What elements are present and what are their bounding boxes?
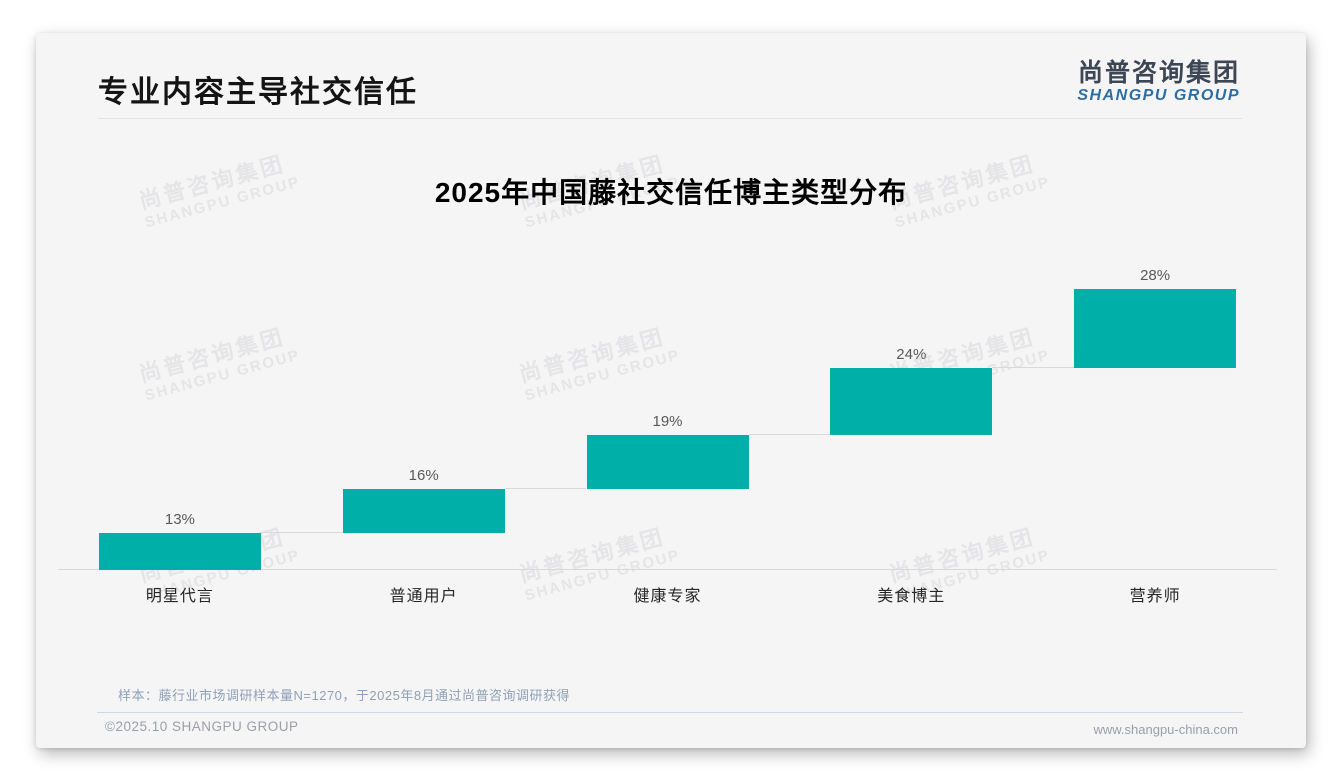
bar-value-label: 16% <box>408 466 439 484</box>
connector-line <box>260 532 343 534</box>
footer-divider <box>97 712 1243 713</box>
bar-value-label: 13% <box>164 511 195 529</box>
chart-title: 2025年中国藤社交信任博主类型分布 <box>434 177 908 208</box>
logo-english-text: SHANGPU GROUP <box>1077 87 1240 104</box>
bar-value-label: 19% <box>652 413 683 431</box>
connector-line <box>504 487 587 489</box>
waterfall-chart: 13% 明星代言 16% 普通用户 19% 健康专家 24% 美食博主 28% 营养师 <box>58 267 1277 605</box>
waterfall-bar-美食博主 <box>830 367 993 436</box>
waterfall-bar-营养师 <box>1074 289 1237 368</box>
logo-chinese-text: 尚普咨询集团 <box>1077 59 1240 87</box>
bar-value-label: 24% <box>896 345 927 363</box>
waterfall-bar-普通用户 <box>342 488 505 534</box>
waterfall-bar-健康专家 <box>586 435 749 489</box>
connector-line <box>748 434 831 436</box>
category-label: 明星代言 <box>145 588 214 605</box>
category-label: 普通用户 <box>389 588 458 605</box>
header-divider <box>98 118 1242 119</box>
sample-note: 样本：藤行业市场调研样本量N=1270，于2025年8月通过尚普咨询调研获得 <box>118 688 571 703</box>
copyright-text: ©2025.10 SHANGPU GROUP <box>105 719 299 734</box>
connector-line <box>992 366 1075 368</box>
category-label: 健康专家 <box>633 588 702 605</box>
slide-card: 尚普咨询集团 SHANGPU GROUP 尚普咨询集团 SHANGPU GROUP 尚普… <box>36 33 1306 748</box>
website-url[interactable]: www.shangpu-china.com <box>1093 722 1238 737</box>
category-label: 美食博主 <box>877 588 946 605</box>
bar-value-label: 28% <box>1140 267 1171 284</box>
category-label: 营养师 <box>1129 588 1181 605</box>
waterfall-bar-明星代言 <box>98 533 261 570</box>
page-title: 专业内容主导社交信任 <box>98 76 418 109</box>
company-logo: 尚普咨询集团 SHANGPU GROUP <box>1077 59 1240 104</box>
x-axis-line <box>58 569 1277 570</box>
